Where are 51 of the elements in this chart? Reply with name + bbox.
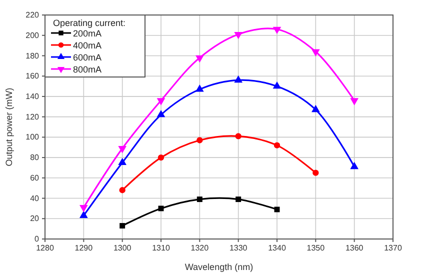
x-axis-title: Wavelength (nm) xyxy=(184,262,254,272)
x-tick-label: 1330 xyxy=(229,244,248,253)
x-tick-label: 1300 xyxy=(113,244,132,253)
point xyxy=(80,210,88,218)
x-tick-label: 1290 xyxy=(74,244,94,253)
y-tick-label: 80 xyxy=(30,153,40,162)
x-tick-label: 1360 xyxy=(345,244,364,253)
x-tick-label: 1340 xyxy=(268,244,286,253)
x-tick-label: 1370 xyxy=(384,244,402,253)
point xyxy=(118,158,126,166)
point xyxy=(158,206,164,212)
x-tick-label: 1280 xyxy=(36,244,54,253)
point xyxy=(235,133,242,140)
point xyxy=(80,205,88,212)
y-tick-label: 160 xyxy=(26,72,40,81)
point xyxy=(118,146,126,154)
y-tick-label: 140 xyxy=(26,92,40,102)
y-tick-label: 220 xyxy=(26,10,40,20)
x-tick-label: 1310 xyxy=(152,244,170,253)
y-tick-label: 100 xyxy=(26,132,40,142)
point xyxy=(274,206,280,212)
point xyxy=(274,142,280,148)
point xyxy=(119,187,126,194)
point xyxy=(196,55,204,63)
x-tick-label: 1320 xyxy=(190,244,210,253)
legend-label: 400mA xyxy=(73,40,102,50)
legend-title: Operating current: xyxy=(53,18,126,28)
y-tick-label: 120 xyxy=(26,112,40,122)
point xyxy=(350,162,358,170)
point xyxy=(312,49,320,56)
point xyxy=(156,98,166,106)
y-tick-label: 200 xyxy=(26,30,40,40)
point xyxy=(196,196,202,202)
legend-label: 800mA xyxy=(73,64,102,74)
point xyxy=(272,26,282,34)
y-tick-label: 20 xyxy=(30,214,40,224)
y-tick-label: 0 xyxy=(34,234,40,244)
y-axis-title: Output power (mW) xyxy=(4,88,14,166)
point xyxy=(234,32,242,40)
point xyxy=(196,137,203,144)
x-tick-label: 1350 xyxy=(306,244,326,253)
y-tick-label: 40 xyxy=(30,194,40,203)
legend-label: 600mA xyxy=(73,52,102,62)
point xyxy=(158,154,164,161)
y-tick-label: 60 xyxy=(30,173,40,182)
point xyxy=(350,98,358,106)
point xyxy=(236,196,242,202)
y-tick-label: 180 xyxy=(26,51,40,60)
point xyxy=(312,170,319,176)
point xyxy=(120,223,126,228)
legend-label: 200mA xyxy=(73,28,102,38)
